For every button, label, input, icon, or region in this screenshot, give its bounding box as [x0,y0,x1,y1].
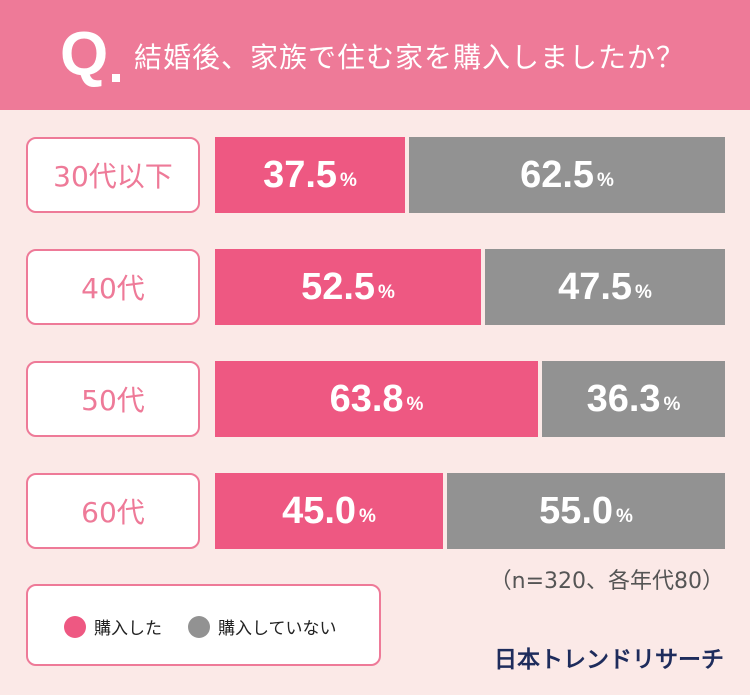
sample-note: （n=320、各年代80） [489,569,724,594]
data-label-value: 52.5 [301,265,376,308]
bar-segment-purchased: 63.8% [215,361,538,437]
category-label: 50代 [26,361,200,437]
data-label-value: 45.0 [282,489,357,532]
data-label-value: 47.5 [558,265,633,308]
bar-segment-purchased: 52.5% [215,249,481,325]
bar-row: 45.0% 55.0% [215,473,725,549]
data-label-unit: % [378,282,395,303]
bar-row: 63.8% 36.3% [215,361,725,437]
data-label-unit: % [406,394,424,415]
chart-title: 結婚後、家族で住む家を購入しましたか？ [134,41,686,74]
data-label-unit: % [359,506,376,527]
data-label-unit: % [663,394,681,415]
q-dot [112,74,120,82]
category-label: 40代 [26,249,200,325]
legend-item-purchased: 購入した [64,614,162,639]
category-label: 60代 [26,473,200,549]
legend-item-not-purchased: 購入していない [188,614,337,639]
category-label: 30代以下 [26,137,200,213]
bar-segment-not-purchased: 55.0% [447,473,725,549]
bar-row: 52.5% 47.5% [215,249,725,325]
data-label-value: 37.5 [263,153,338,196]
data-label-value: 36.3 [586,377,661,420]
header-banner: Q 結婚後、家族で住む家を購入しましたか？ [0,0,750,110]
bar-row: 37.5% 62.5% [215,137,725,213]
bar-segment-not-purchased: 36.3% [542,361,725,437]
data-label-unit: % [616,506,633,527]
data-label-value: 63.8 [329,377,404,420]
legend-swatch-purchased [64,615,86,638]
legend-label-purchased: 購入した [94,619,162,639]
legend: 購入した 購入していない [26,584,381,666]
legend-label-not-purchased: 購入していない [218,619,337,639]
brand-logo: 日本トレンドリサーチ [494,647,724,673]
data-label-value: 55.0 [539,489,614,532]
data-label-unit: % [340,170,357,191]
bar-segment-purchased: 37.5% [215,137,405,213]
data-label-value: 62.5 [520,153,595,196]
legend-swatch-not-purchased [188,615,210,638]
bar-segment-not-purchased: 47.5% [485,249,725,325]
data-label-unit: % [597,170,614,191]
data-label-unit: % [635,282,652,303]
q-mark: Q [60,20,109,89]
bar-segment-purchased: 45.0% [215,473,443,549]
bar-segment-not-purchased: 62.5% [409,137,725,213]
